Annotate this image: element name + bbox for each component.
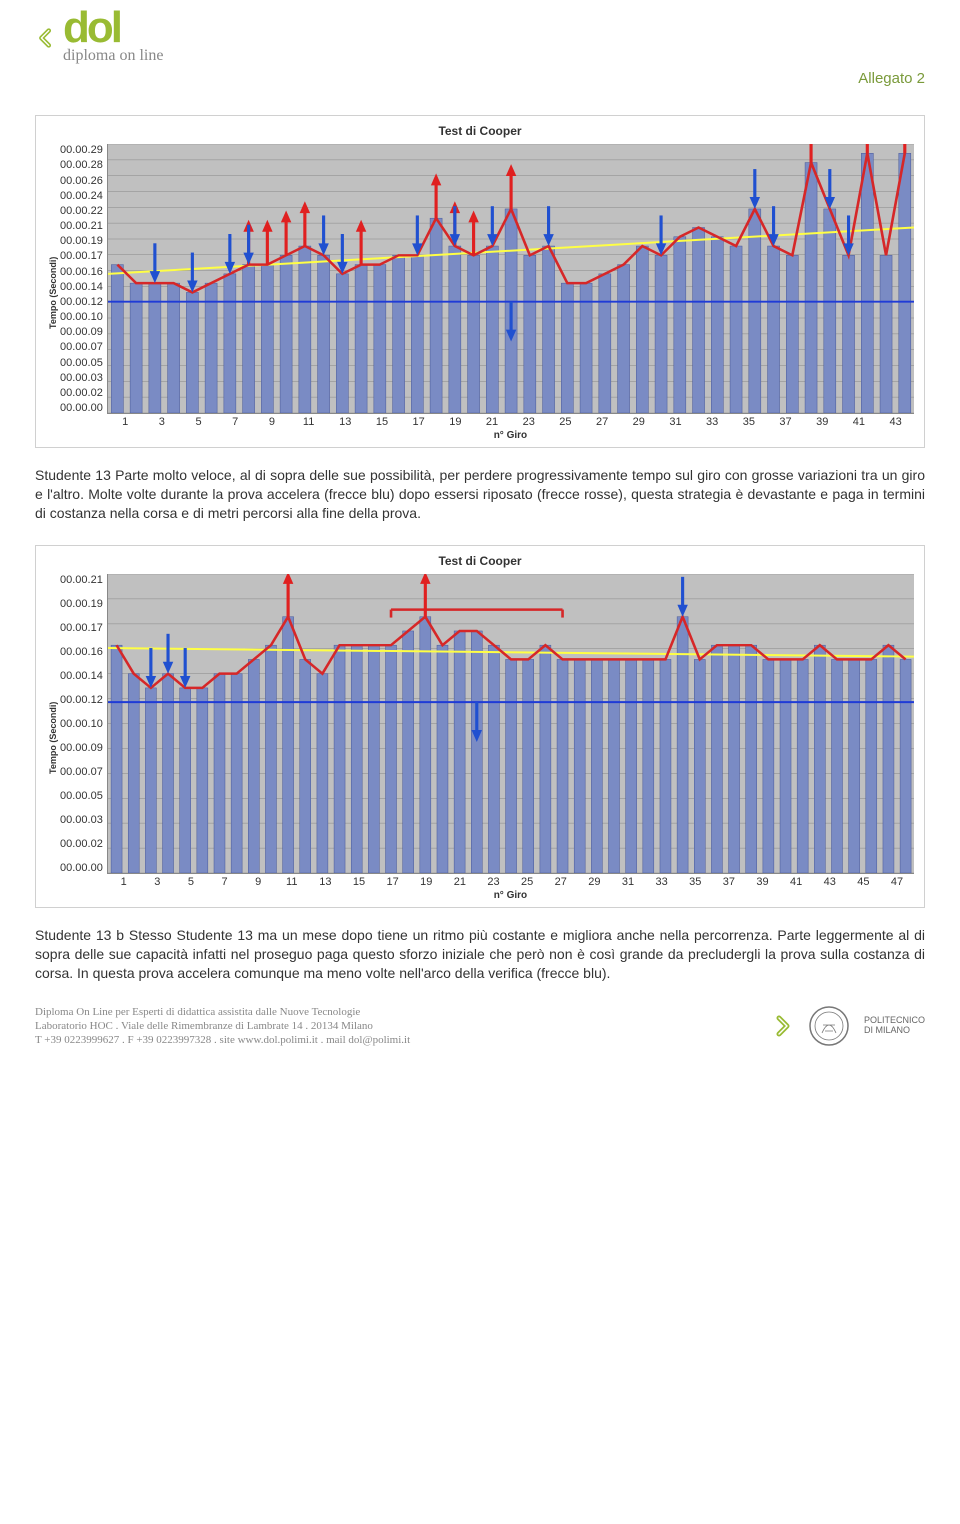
paragraph-1: Studente 13 Parte molto veloce, al di so… xyxy=(35,466,925,523)
footer-line-2: Laboratorio HOC . Viale delle Rimembranz… xyxy=(35,1019,756,1033)
chart-1-ylabel: Tempo (Secondi) xyxy=(46,144,60,441)
chart-1-title: Test di Cooper xyxy=(46,124,914,138)
logo-subtitle: diploma on line xyxy=(63,47,163,65)
chart-2-yaxis: 00.00.2100.00.1900.00.1700.00.1600.00.14… xyxy=(60,574,107,874)
footer-line-1: Diploma On Line per Esperti di didattica… xyxy=(35,1005,756,1019)
chart-1: Test di Cooper Tempo (Secondi) 00.00.290… xyxy=(35,115,925,448)
footer-text: Diploma On Line per Esperti di didattica… xyxy=(35,1005,756,1048)
page-footer: Diploma On Line per Esperti di didattica… xyxy=(35,1005,925,1048)
footer-line-3: T +39 0223999627 . F +39 0223997328 . si… xyxy=(35,1033,756,1047)
attachment-label: Allegato 2 xyxy=(35,70,925,87)
back-chevron-icon xyxy=(35,27,57,49)
page-header: dol diploma on line xyxy=(35,10,925,65)
chart-1-plot xyxy=(107,144,914,414)
forward-chevron-icon xyxy=(770,1014,794,1038)
chart-1-xaxis: 135791113151719212325272931333537394143 xyxy=(107,414,914,428)
chart-2-xaxis: 1357911131517192123252729313335373941434… xyxy=(107,874,914,888)
chart-1-yaxis: 00.00.2900.00.2800.00.2600.00.2400.00.22… xyxy=(60,144,107,414)
chart-2-xlabel: n° Giro xyxy=(107,890,914,901)
paragraph-2: Studente 13 b Stesso Studente 13 ma un m… xyxy=(35,926,925,983)
logo-main: dol xyxy=(63,10,120,45)
logo: dol diploma on line xyxy=(63,10,163,65)
chart-2-ylabel: Tempo (Secondi) xyxy=(46,574,60,901)
polimi-label: POLITECNICO DI MILANO xyxy=(864,1016,925,1036)
chart-2: Test di Cooper Tempo (Secondi) 00.00.210… xyxy=(35,545,925,908)
chart-1-xlabel: n° Giro xyxy=(107,430,914,441)
chart-2-title: Test di Cooper xyxy=(46,554,914,568)
chart-2-plot xyxy=(107,574,914,874)
polimi-seal-icon xyxy=(808,1005,850,1047)
